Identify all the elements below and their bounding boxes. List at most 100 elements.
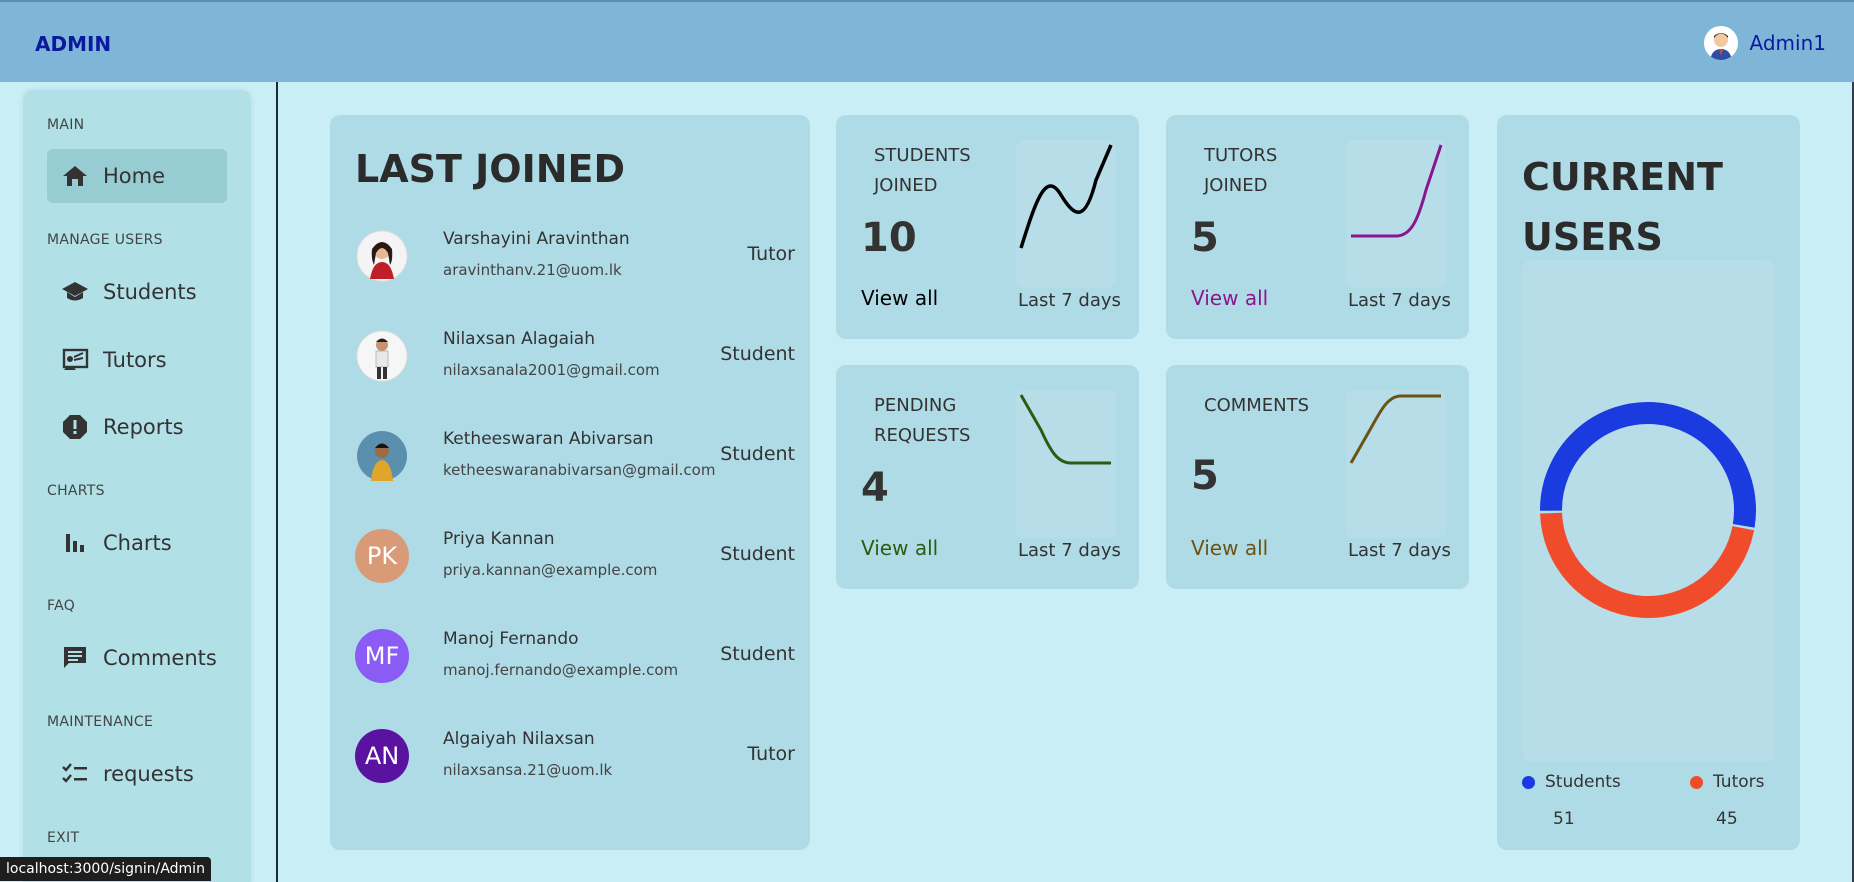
- sidebar-section-main: MAIN: [47, 117, 85, 133]
- initials-avatar: MF: [355, 629, 409, 683]
- person-email: nilaxsanala2001@gmail.com: [443, 361, 660, 379]
- view-all-link[interactable]: View all: [861, 286, 939, 310]
- view-all-link[interactable]: View all: [1191, 536, 1269, 560]
- list-item[interactable]: Varshayini Aravinthan aravinthanv.21@uom…: [355, 223, 795, 283]
- status-bar-url: localhost:3000/signin/Admin: [0, 857, 211, 881]
- user-name[interactable]: Admin1: [1749, 31, 1826, 55]
- sidebar-item-home[interactable]: Home: [47, 149, 227, 203]
- sidebar-item-label: Students: [103, 280, 197, 304]
- person-role: Student: [720, 543, 795, 565]
- sidebar-item-reports[interactable]: Reports: [47, 400, 227, 454]
- sidebar-section-exit: EXIT: [47, 830, 80, 846]
- legend-value-tutors: 45: [1716, 809, 1738, 829]
- person-name: Nilaxsan Alagaiah: [443, 329, 595, 349]
- person-email: aravinthanv.21@uom.lk: [443, 261, 622, 279]
- last-joined-card: LAST JOINED Varshayini Aravinthan aravin…: [330, 115, 810, 850]
- sidebar-item-label: Tutors: [103, 348, 167, 372]
- stat-period: Last 7 days: [1348, 540, 1451, 561]
- list-item[interactable]: PK Priya Kannan priya.kannan@example.com…: [355, 523, 795, 583]
- legend-label: Students: [1545, 772, 1621, 792]
- view-all-link[interactable]: View all: [861, 536, 939, 560]
- graduation-cap-icon: [61, 278, 89, 306]
- legend-dot-icon: [1522, 775, 1535, 789]
- sidebar-divider: [276, 82, 278, 882]
- person-photo-avatar: [355, 329, 409, 383]
- person-photo-avatar: [355, 429, 409, 483]
- sidebar-section-charts: CHARTS: [47, 483, 105, 499]
- sidebar-section-maintenance: MAINTENANCE: [47, 714, 154, 730]
- sparkline-chart: [1016, 390, 1116, 538]
- comments-card: COMMENTS 5 View all Last 7 days: [1166, 365, 1469, 589]
- sidebar-item-label: Reports: [103, 415, 184, 439]
- stat-label: COMMENTS: [1204, 395, 1310, 416]
- sparkline-chart: [1346, 140, 1446, 288]
- person-name: Ketheeswaran Abivarsan: [443, 429, 654, 449]
- stat-period: Last 7 days: [1018, 540, 1121, 561]
- person-role: Student: [720, 443, 795, 465]
- sidebar-section-manage-users: MANAGE USERS: [47, 232, 163, 248]
- person-name: Manoj Fernando: [443, 629, 579, 649]
- stat-value: 5: [1191, 453, 1219, 499]
- sidebar-section-faq: FAQ: [47, 598, 76, 614]
- person-role: Tutor: [747, 743, 795, 765]
- person-name: Algaiyah Nilaxsan: [443, 729, 595, 749]
- stat-label: STUDENTS JOINED: [874, 145, 971, 196]
- sparkline-chart: [1346, 390, 1446, 538]
- person-role: Student: [720, 343, 795, 365]
- comment-icon: [61, 644, 89, 672]
- person-name: Priya Kannan: [443, 529, 555, 549]
- sidebar-item-label: Home: [103, 164, 166, 188]
- person-email: priya.kannan@example.com: [443, 561, 658, 579]
- sidebar-item-requests[interactable]: requests: [47, 747, 227, 801]
- list-item[interactable]: MF Manoj Fernando manoj.fernando@example…: [355, 623, 795, 683]
- last-joined-title: LAST JOINED: [355, 147, 626, 191]
- legend-label: Tutors: [1713, 772, 1765, 792]
- sidebar-item-comments[interactable]: Comments: [47, 631, 227, 685]
- sidebar: MAIN Home MANAGE USERS Students Tutors R…: [23, 90, 251, 882]
- sidebar-item-label: requests: [103, 762, 194, 786]
- pending-requests-card: PENDING REQUESTS 4 View all Last 7 days: [836, 365, 1139, 589]
- person-email: nilaxsansa.21@uom.lk: [443, 761, 613, 779]
- legend-value-students: 51: [1553, 809, 1575, 829]
- stat-value: 5: [1191, 215, 1219, 261]
- sidebar-item-tutors[interactable]: Tutors: [47, 333, 227, 387]
- stat-value: 10: [861, 215, 917, 261]
- stat-label: TUTORS JOINED: [1204, 145, 1278, 196]
- brand-title[interactable]: ADMIN: [35, 32, 112, 56]
- stat-value: 4: [861, 465, 889, 511]
- top-bar: ADMIN Admin1: [0, 0, 1854, 82]
- sidebar-item-label: Charts: [103, 531, 172, 555]
- donut-chart-panel: [1522, 260, 1775, 762]
- view-all-link[interactable]: View all: [1191, 286, 1269, 310]
- donut-segment-tutors[interactable]: [1540, 512, 1755, 618]
- person-photo-avatar: [355, 229, 409, 283]
- legend-dot-icon: [1690, 775, 1703, 789]
- person-role: Tutor: [747, 243, 795, 265]
- home-icon: [61, 162, 89, 190]
- sidebar-item-charts[interactable]: Charts: [47, 516, 227, 570]
- person-name: Varshayini Aravinthan: [443, 229, 630, 249]
- legend-item-tutors[interactable]: Tutors: [1690, 772, 1765, 792]
- scrollbar[interactable]: [1852, 82, 1854, 882]
- user-menu[interactable]: Admin1: [1703, 26, 1826, 60]
- initials-avatar: PK: [355, 529, 409, 583]
- list-item[interactable]: Ketheeswaran Abivarsan ketheeswaranabiva…: [355, 423, 795, 483]
- person-email: manoj.fernando@example.com: [443, 661, 679, 679]
- students-joined-card: STUDENTS JOINED 10 View all Last 7 days: [836, 115, 1139, 339]
- tutors-joined-card: TUTORS JOINED 5 View all Last 7 days: [1166, 115, 1469, 339]
- stat-period: Last 7 days: [1348, 290, 1451, 311]
- stat-label: PENDING REQUESTS: [874, 395, 971, 446]
- sidebar-item-students[interactable]: Students: [47, 265, 227, 319]
- current-users-card: CURRENT USERS Students Tutors 51 45: [1497, 115, 1800, 850]
- donut-chart: [1540, 402, 1756, 618]
- user-avatar-icon[interactable]: [1703, 26, 1738, 60]
- person-role: Student: [720, 643, 795, 665]
- list-item[interactable]: AN Algaiyah Nilaxsan nilaxsansa.21@uom.l…: [355, 723, 795, 783]
- report-alert-icon: [61, 413, 89, 441]
- list-item[interactable]: Nilaxsan Alagaiah nilaxsanala2001@gmail.…: [355, 323, 795, 383]
- teacher-screen-icon: [61, 346, 89, 374]
- donut-segment-students[interactable]: [1540, 402, 1756, 528]
- current-users-title: CURRENT USERS: [1522, 155, 1723, 259]
- sparkline-chart: [1016, 140, 1116, 288]
- legend-item-students[interactable]: Students: [1522, 772, 1621, 792]
